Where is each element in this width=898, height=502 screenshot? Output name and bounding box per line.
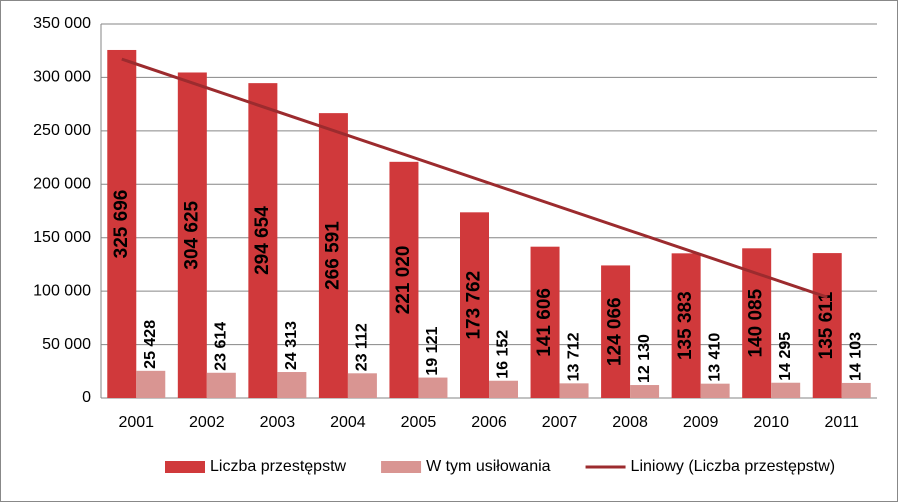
value-label: 304 625 <box>181 200 202 269</box>
value-label: 135 611 <box>816 291 837 359</box>
y-tick-label: 350 000 <box>33 15 91 32</box>
y-tick-label: 250 000 <box>33 122 91 139</box>
trendline <box>121 57 828 299</box>
value-label: 24 313 <box>283 321 300 370</box>
x-tick-label: 2008 <box>612 414 648 431</box>
value-label: 25 428 <box>142 320 159 369</box>
value-label: 13 712 <box>565 332 582 381</box>
x-tick-label: 2011 <box>825 414 860 431</box>
bar <box>841 382 871 398</box>
value-label: 325 696 <box>111 190 132 259</box>
legend-label: Liniowy (Liczba przestępstw) <box>631 458 836 475</box>
y-tick-label: 100 000 <box>33 282 91 299</box>
bar <box>671 253 701 398</box>
bar <box>489 380 518 398</box>
x-tick-label: 2006 <box>471 414 507 431</box>
value-label: 23 112 <box>354 323 371 371</box>
value-label: 124 066 <box>605 297 626 366</box>
value-label: 19 121 <box>424 327 441 376</box>
value-label: 12 130 <box>636 334 653 383</box>
bar <box>630 385 660 398</box>
value-label: 16 152 <box>495 330 512 379</box>
x-tick-label: 2010 <box>753 414 789 431</box>
x-tick-label: 2007 <box>542 414 578 431</box>
legend-label: Liczba przestępstw <box>210 458 347 475</box>
x-tick-label: 2009 <box>683 414 719 431</box>
bar <box>347 373 377 398</box>
value-label: 141 606 <box>534 288 555 357</box>
y-tick-label: 200 000 <box>33 176 91 193</box>
x-tick-label: 2003 <box>260 414 296 431</box>
value-label: 135 383 <box>675 291 696 360</box>
value-label: 23 614 <box>213 322 230 371</box>
y-tick-label: 300 000 <box>33 69 91 86</box>
x-tick-label: 2004 <box>330 414 366 431</box>
bar <box>771 382 801 398</box>
y-tick-label: 0 <box>82 389 91 406</box>
value-label: 13 410 <box>706 333 723 382</box>
legend-swatch <box>165 461 205 473</box>
legend-label: W tym usiłowania <box>426 458 551 475</box>
y-tick-label: 50 000 <box>42 336 91 353</box>
bar <box>559 383 589 398</box>
value-label: 173 762 <box>464 271 485 340</box>
bar <box>530 246 560 398</box>
bar <box>107 49 137 399</box>
x-tick-label: 2005 <box>401 414 437 431</box>
value-label: 266 591 <box>322 221 343 290</box>
bar <box>136 370 166 398</box>
bar <box>700 383 730 398</box>
y-tick-label: 150 000 <box>33 229 91 246</box>
value-label: 140 085 <box>746 288 767 357</box>
bar <box>601 265 631 398</box>
bar <box>277 372 307 398</box>
bar <box>248 83 278 399</box>
bar <box>389 161 419 398</box>
bar <box>812 253 842 398</box>
x-tick-label: 2002 <box>189 414 225 431</box>
value-label: 221 020 <box>393 246 414 315</box>
bar <box>177 72 207 399</box>
legend-swatch <box>381 461 422 473</box>
value-label: 14 295 <box>777 332 794 381</box>
bar <box>318 113 348 398</box>
value-label: 14 103 <box>847 332 864 381</box>
bar <box>206 372 236 398</box>
x-tick-label: 2001 <box>118 414 154 431</box>
bar <box>418 377 448 398</box>
value-label: 294 654 <box>252 206 273 275</box>
bar <box>460 212 489 398</box>
